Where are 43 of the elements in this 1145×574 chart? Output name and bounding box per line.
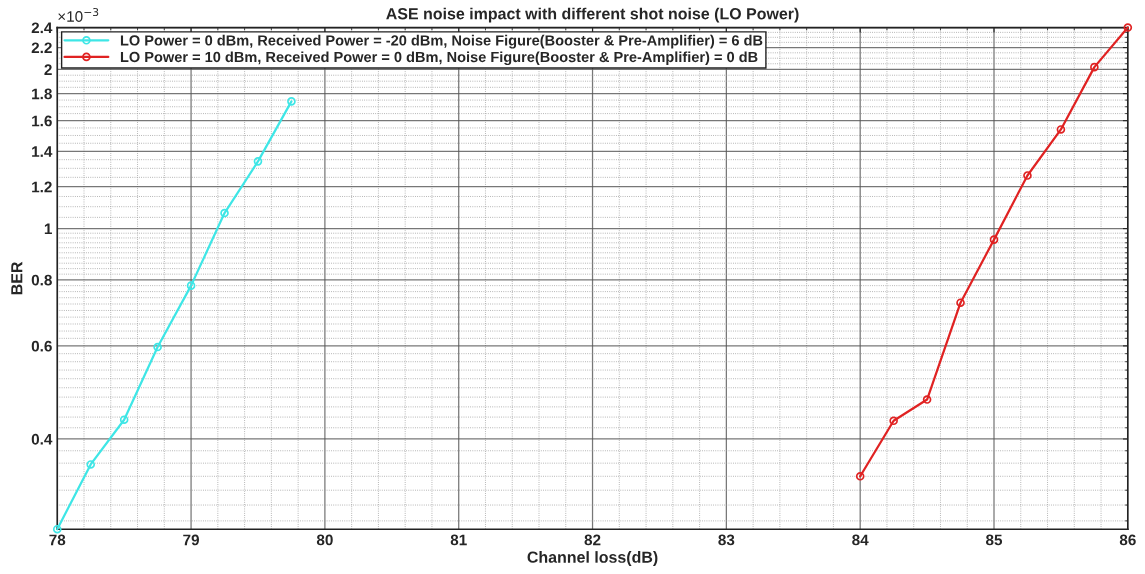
y-tick-label: 1.2 [32,181,52,193]
point [989,235,999,244]
point [153,342,162,352]
point [1056,125,1066,134]
y-tick-label: 2.4 [31,22,53,34]
x-tick-label: 83 [718,534,735,546]
y-tick-label: 0.8 [31,274,52,286]
point [52,524,62,534]
chart-title: ASE noise impact with different shot noise (LO Power) [386,7,799,23]
y-tick-label: 2.2 [31,42,52,54]
point [889,416,898,426]
point [922,395,932,404]
y-tick-label: 0.6 [31,340,52,352]
x-tick-label: 79 [183,534,199,546]
text: ×10$^{−3}$ [58,7,99,22]
point [1023,171,1032,180]
x-tick-label: 81 [450,534,467,546]
x-tick-label: 82 [584,534,601,546]
y-tick-label: 1 [44,223,52,235]
x-tick-label: 80 [316,534,333,546]
y-tick-label: 1.4 [32,146,53,157]
legend-label: LO Power = 0 dBm, Received Power = -20 dBm, Noise Figure(Booster & Pre-Amplifier) = 6 dB [120,34,763,49]
point [956,298,965,308]
y-tick-label: 2 [44,64,52,75]
point [220,208,229,218]
y-tick-label: 0.4 [31,433,53,445]
x-tick-label: 85 [985,534,1003,546]
legend-label: LO Power = 10 dBm, Received Power = 0 dBm, Noise Figure(Booster & Pre-Amplifier) = 0 dB [120,51,758,66]
point [119,415,129,425]
y-tick-label: 1.6 [32,115,52,127]
x-axis-title: Channel loss(dB) [527,551,658,566]
x-tick-label: 84 [852,534,869,546]
point [1090,62,1099,72]
x-tick-label: 86 [1119,534,1136,546]
y-tick-label: 1.8 [32,88,52,100]
point [253,157,263,166]
x-tick-label: 78 [49,534,66,546]
y-axis-title: BER [11,261,23,295]
point [86,460,96,469]
point [287,97,296,106]
point [186,281,196,290]
point [1123,23,1133,32]
point [855,471,865,481]
